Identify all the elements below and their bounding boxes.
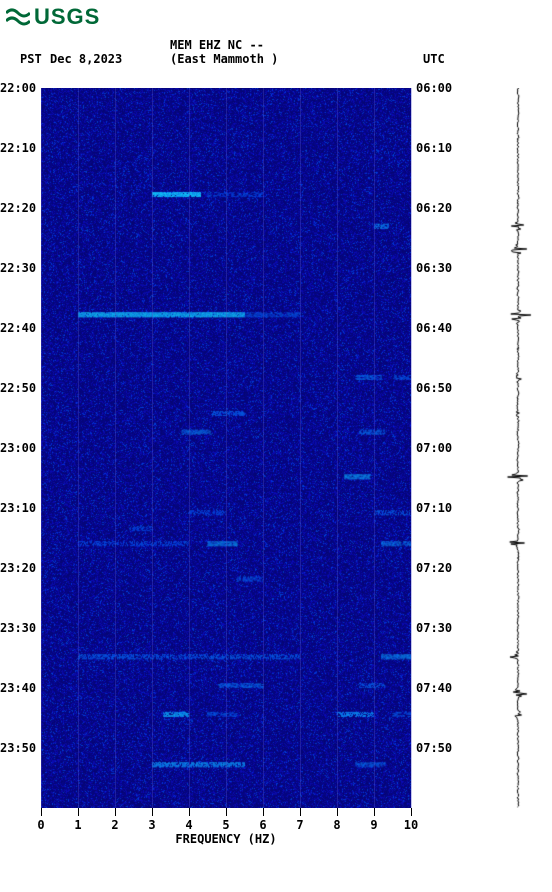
y-left-tick: 22:00 bbox=[0, 82, 36, 94]
y-left-tick: 23:10 bbox=[0, 502, 36, 514]
y-right-tick: 07:50 bbox=[416, 742, 452, 754]
y-axis-left: 22:0022:1022:2022:3022:4022:5023:0023:10… bbox=[0, 88, 40, 808]
x-tick: 0 bbox=[37, 818, 44, 832]
y-right-tick: 06:50 bbox=[416, 382, 452, 394]
x-tick: 6 bbox=[259, 818, 266, 832]
spectrogram-canvas bbox=[41, 88, 411, 808]
logo-text: USGS bbox=[34, 4, 100, 30]
seismo-canvas bbox=[498, 88, 538, 808]
y-left-tick: 22:50 bbox=[0, 382, 36, 394]
wave-icon bbox=[6, 7, 30, 27]
x-tick: 9 bbox=[370, 818, 377, 832]
spectrogram-plot bbox=[41, 88, 411, 808]
y-right-tick: 06:30 bbox=[416, 262, 452, 274]
y-left-tick: 23:40 bbox=[0, 682, 36, 694]
y-right-tick: 06:20 bbox=[416, 202, 452, 214]
y-right-tick: 07:40 bbox=[416, 682, 452, 694]
x-axis-label: FREQUENCY (HZ) bbox=[175, 832, 276, 846]
y-right-tick: 07:30 bbox=[416, 622, 452, 634]
tz-left-label: PST bbox=[20, 52, 42, 66]
seismogram-trace bbox=[498, 88, 538, 808]
x-tick: 5 bbox=[222, 818, 229, 832]
date-label: Dec 8,2023 bbox=[50, 52, 122, 66]
station-line: MEM EHZ NC -- bbox=[170, 38, 264, 52]
y-left-tick: 22:40 bbox=[0, 322, 36, 334]
x-axis: FREQUENCY (HZ) 012345678910 bbox=[41, 808, 411, 838]
y-right-tick: 06:40 bbox=[416, 322, 452, 334]
y-left-tick: 23:00 bbox=[0, 442, 36, 454]
y-right-tick: 06:00 bbox=[416, 82, 452, 94]
x-tick: 2 bbox=[111, 818, 118, 832]
y-left-tick: 23:20 bbox=[0, 562, 36, 574]
y-axis-right: 06:0006:1006:2006:3006:4006:5007:0007:10… bbox=[416, 88, 456, 808]
usgs-logo: USGS bbox=[6, 4, 100, 30]
tz-right-label: UTC bbox=[423, 52, 445, 66]
x-tick: 10 bbox=[404, 818, 418, 832]
y-right-tick: 07:00 bbox=[416, 442, 452, 454]
y-left-tick: 23:50 bbox=[0, 742, 36, 754]
y-right-tick: 07:10 bbox=[416, 502, 452, 514]
y-left-tick: 22:30 bbox=[0, 262, 36, 274]
x-tick: 7 bbox=[296, 818, 303, 832]
y-left-tick: 23:30 bbox=[0, 622, 36, 634]
y-right-tick: 06:10 bbox=[416, 142, 452, 154]
x-tick: 4 bbox=[185, 818, 192, 832]
y-right-tick: 07:20 bbox=[416, 562, 452, 574]
y-left-tick: 22:10 bbox=[0, 142, 36, 154]
station-name: (East Mammoth ) bbox=[170, 52, 278, 66]
x-tick: 3 bbox=[148, 818, 155, 832]
x-tick: 8 bbox=[333, 818, 340, 832]
y-left-tick: 22:20 bbox=[0, 202, 36, 214]
x-tick: 1 bbox=[74, 818, 81, 832]
